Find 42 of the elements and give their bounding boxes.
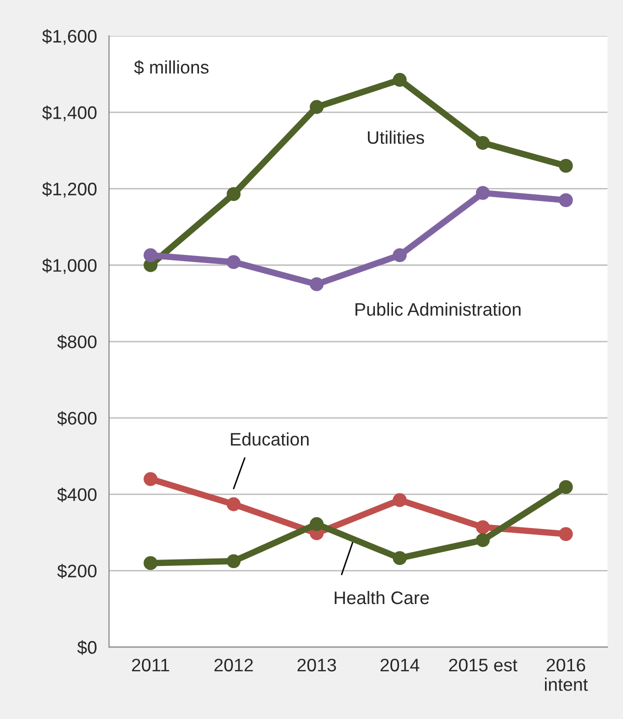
y-tick-label: $800 <box>57 334 97 350</box>
x-tick-label: 2014 <box>380 658 420 672</box>
y-tick-label: $0 <box>77 640 97 655</box>
point <box>392 551 407 566</box>
series-label: Public Administration <box>356 302 520 316</box>
point <box>476 136 490 150</box>
point <box>226 554 241 568</box>
x-tick-label: 2015 est <box>449 658 518 672</box>
point <box>226 497 241 512</box>
y-tick-label: $1,600 <box>42 29 97 45</box>
text: Education <box>230 432 309 446</box>
point <box>558 193 573 208</box>
y-tick-label: $600 <box>57 411 97 426</box>
point <box>392 248 407 262</box>
point <box>310 517 324 532</box>
point <box>144 472 158 486</box>
point <box>392 72 407 87</box>
point <box>558 527 573 541</box>
point <box>476 533 490 548</box>
point <box>144 556 158 570</box>
y-tick-label: $1,200 <box>42 182 97 198</box>
x-tick-label: 2013 <box>298 658 336 672</box>
x-tick-label: 2016 intent <box>545 658 588 691</box>
y-tick-label: $1,400 <box>42 106 97 122</box>
y-tick-label: $400 <box>57 487 97 502</box>
point <box>476 520 490 534</box>
point <box>226 187 241 202</box>
point <box>144 248 158 262</box>
annotation: $ millions <box>134 60 209 75</box>
point <box>558 480 573 494</box>
point <box>392 493 407 507</box>
x-tick-label: 2011 <box>132 658 170 672</box>
x-tick-label: 2012 <box>214 658 253 672</box>
series-label: Utilities <box>368 130 424 144</box>
point <box>226 255 241 270</box>
y-tick-label: $200 <box>57 564 97 578</box>
point <box>558 158 573 173</box>
text: Health Care <box>334 590 429 604</box>
y-tick-label: $1,000 <box>42 258 97 274</box>
point <box>310 277 324 292</box>
point <box>476 186 490 200</box>
point <box>310 100 324 114</box>
